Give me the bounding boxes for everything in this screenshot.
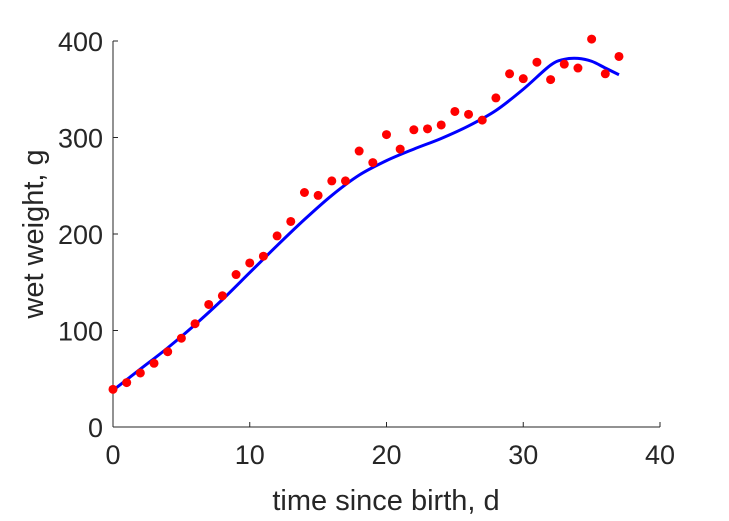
x-tick-label: 30 [508, 440, 538, 470]
data-point [258, 251, 268, 261]
y-ticks: 0 100 200 300 400 [58, 27, 118, 443]
data-point [204, 299, 214, 309]
x-tick-label: 0 [105, 440, 120, 470]
data-point [600, 69, 610, 79]
data-point [135, 368, 145, 378]
data-point [245, 258, 255, 268]
data-point [518, 74, 528, 84]
y-axis-label: wet weight, g [18, 149, 50, 319]
data-point [491, 93, 501, 103]
y-tick-label: 300 [58, 124, 103, 154]
axes [112, 41, 660, 428]
x-tick-label: 20 [371, 440, 401, 470]
data-point [149, 358, 159, 368]
series-layer [108, 34, 624, 394]
data-point [286, 216, 296, 226]
data-point [573, 63, 583, 73]
y-tick-label: 100 [58, 317, 103, 347]
data-point [464, 109, 474, 119]
data-point [477, 115, 487, 125]
data-point [505, 69, 515, 79]
data-point [272, 231, 282, 241]
data-point [382, 130, 391, 140]
data-point [368, 158, 378, 168]
data-point [423, 124, 433, 134]
data-point [163, 347, 173, 357]
x-tick-label: 40 [645, 440, 675, 470]
data-point [340, 176, 350, 186]
fit-curve [112, 56, 620, 392]
data-point [231, 270, 241, 280]
y-tick-label: 0 [88, 413, 103, 443]
data-point [614, 51, 624, 61]
y-tick-label: 200 [58, 220, 103, 250]
data-point [176, 333, 186, 343]
x-ticks: 0 10 20 30 40 [105, 422, 675, 470]
data-point [327, 176, 337, 186]
data-point [436, 120, 446, 130]
data-point [190, 319, 200, 329]
data-point [532, 57, 542, 67]
data-point [546, 75, 556, 85]
data-point [409, 125, 419, 135]
data-point [122, 378, 132, 388]
data-point [559, 59, 569, 69]
data-point [395, 144, 405, 154]
data-point [313, 190, 323, 200]
data-point [108, 384, 118, 394]
x-tick-label: 10 [235, 440, 265, 470]
data-point [217, 291, 227, 301]
y-tick-label: 400 [58, 27, 103, 57]
data-point [354, 146, 364, 156]
data-point [587, 34, 597, 44]
x-axis-label: time since birth, d [272, 485, 499, 517]
data-point [299, 188, 309, 198]
data-point [450, 106, 460, 116]
